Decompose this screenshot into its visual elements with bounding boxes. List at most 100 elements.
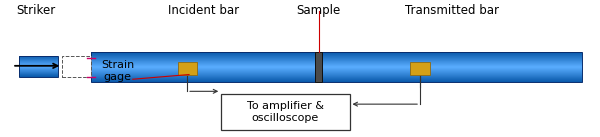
Bar [322,76,582,77]
Bar [19,66,58,67]
Bar [322,79,582,80]
Bar [91,81,315,82]
Bar [322,52,582,82]
Bar [322,63,582,64]
Bar [322,56,582,57]
Bar [322,52,582,53]
Bar [19,64,58,65]
Bar [322,69,582,70]
Bar [322,81,582,82]
Bar [19,56,58,57]
Bar [19,75,58,76]
Bar [322,70,582,71]
Bar [19,71,58,72]
Bar [91,56,315,57]
Bar [19,58,58,59]
Bar [178,62,197,75]
Bar [91,69,315,70]
Bar [322,60,582,61]
Bar [91,66,315,67]
Bar [19,72,58,73]
Bar [322,59,582,60]
Bar [322,64,582,65]
Bar [91,78,315,79]
Bar [91,76,315,77]
Bar [19,65,58,66]
Bar [19,73,58,74]
Bar [91,59,315,60]
Bar [91,63,315,64]
Text: Transmitted bar: Transmitted bar [405,4,499,17]
Text: Incident bar: Incident bar [167,4,239,17]
Bar [91,69,315,70]
Bar [91,74,315,75]
Bar [322,55,582,56]
Text: Striker: Striker [16,4,56,17]
Bar [322,69,582,70]
Bar [322,68,582,69]
Bar [322,77,582,78]
Bar [91,60,315,61]
Bar [322,78,582,79]
Bar [322,66,582,67]
Bar [410,62,430,75]
Bar [322,70,582,71]
Bar [322,75,582,76]
Bar [91,68,315,69]
Bar [19,58,58,59]
Bar [91,70,315,71]
Bar [91,57,315,58]
Bar [19,56,58,77]
Bar [322,72,582,73]
Bar [91,60,315,61]
Bar [91,73,315,74]
Bar [91,52,315,53]
Bar [322,60,582,61]
Bar [322,57,582,58]
Bar [322,74,582,75]
Bar [19,65,58,66]
Bar [322,54,582,55]
Bar [91,53,315,54]
Bar [19,59,58,60]
Bar [91,71,315,72]
Bar [322,52,582,53]
Bar [322,59,582,60]
Bar [315,52,322,82]
Bar [91,67,315,68]
Bar [19,68,58,69]
Bar [322,72,582,73]
Bar [91,74,315,75]
Bar [91,62,315,63]
Bar [19,64,58,65]
Text: Strain
gage: Strain gage [101,60,134,82]
Bar [91,57,315,58]
Bar [19,69,58,70]
Bar [91,78,315,79]
Bar [322,61,582,62]
Bar [91,75,315,76]
Bar [91,80,315,81]
Bar [322,56,582,57]
Bar [322,65,582,66]
Bar [19,60,58,61]
Bar [91,55,315,56]
Bar [91,65,315,66]
Bar [91,52,315,53]
Bar [91,77,315,78]
Bar [322,61,582,62]
Bar [91,59,315,60]
Bar [221,94,350,130]
Bar [19,59,58,60]
Bar [19,76,58,77]
Bar [322,57,582,58]
Bar [19,57,58,58]
Bar [91,68,315,69]
Bar [19,74,58,75]
Text: Sample: Sample [296,4,341,17]
Bar [91,70,315,71]
Bar [322,68,582,69]
Bar [19,75,58,76]
Bar [19,61,58,62]
Bar [322,65,582,66]
